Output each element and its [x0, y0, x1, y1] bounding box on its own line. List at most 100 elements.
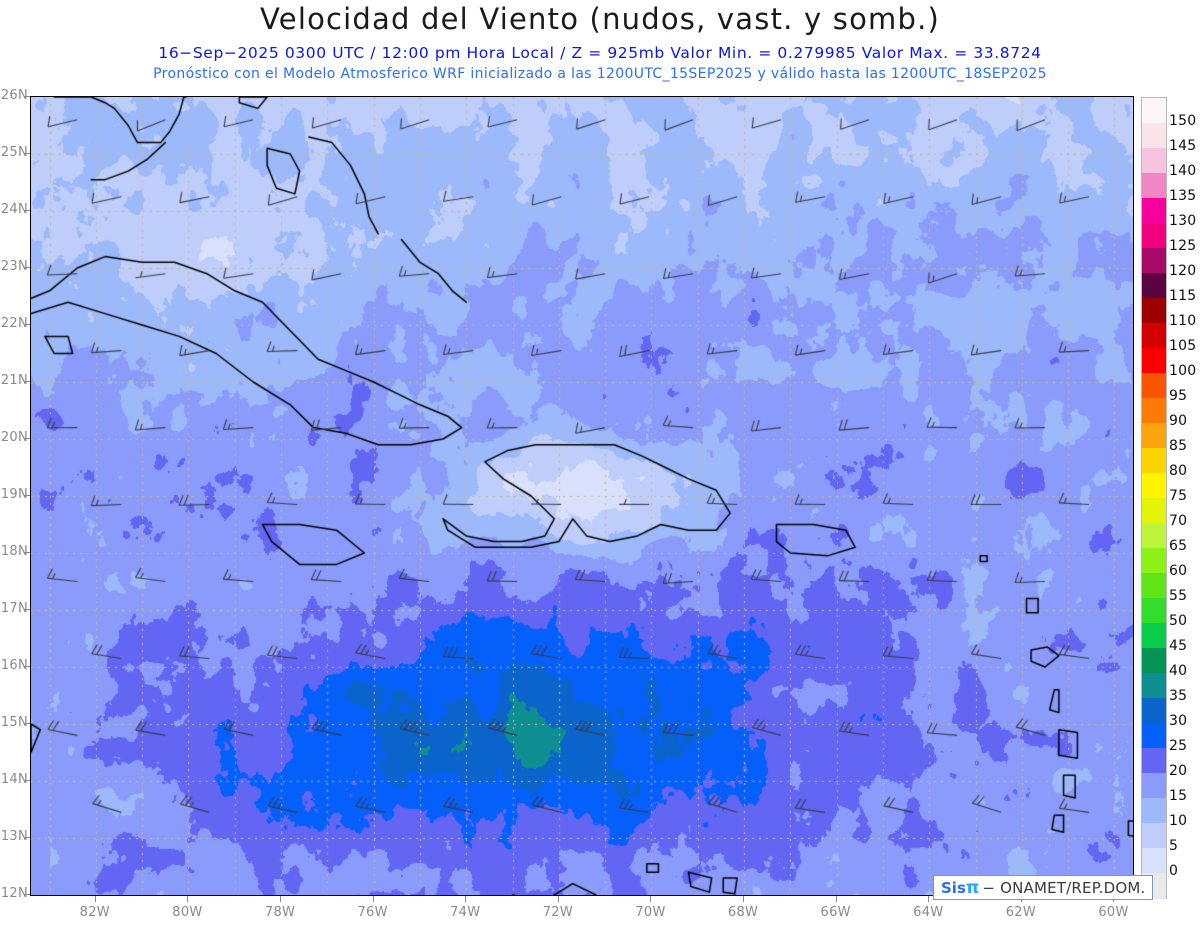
lat-tick-text: 13N	[0, 829, 28, 844]
colorbar-band	[1142, 698, 1166, 724]
colorbar-tick-label: 120	[1169, 263, 1197, 279]
colorbar-tick-label: 85	[1169, 438, 1188, 454]
lon-tick-mark	[187, 896, 189, 902]
lat-tick-text: 20N	[0, 430, 28, 445]
lon-tick-label: 72W	[542, 905, 573, 920]
colorbar-tick-label: 145	[1169, 138, 1197, 154]
lat-tick-text: 17N	[0, 601, 28, 616]
lon-tick-label: 60W	[1098, 905, 1129, 920]
subtitle-model-info: Pronóstico con el Modelo Atmosferico WRF…	[153, 66, 1047, 82]
lat-tick-text: 21N	[0, 373, 28, 388]
lat-tick-mark	[24, 381, 30, 382]
colorbar-tick-label: 100	[1169, 363, 1197, 379]
colorbar-tick-label: 140	[1169, 163, 1197, 179]
colorbar-band	[1142, 748, 1166, 774]
lon-tick-mark	[280, 896, 282, 902]
colorbar-band	[1142, 423, 1166, 449]
colorbar-tick-label: 115	[1169, 288, 1197, 304]
lat-tick-mark	[24, 723, 30, 724]
colorbar-band	[1142, 723, 1166, 749]
subtitle-valid-time: 16−Sep−2025 0300 UTC / 12:00 pm Hora Loc…	[158, 44, 1042, 62]
lon-tick-mark	[372, 896, 374, 902]
colorbar-tick-label: 40	[1169, 663, 1188, 679]
colorbar[interactable]	[1141, 97, 1167, 899]
colorbar-band	[1142, 373, 1166, 399]
lat-tick-mark	[24, 324, 30, 325]
colorbar-tick-label: 15	[1169, 788, 1188, 804]
colorbar-tick-label: 60	[1169, 563, 1188, 579]
lat-tick-text: 25N	[0, 145, 28, 160]
lat-tick-text: 14N	[0, 772, 28, 787]
lon-tick-mark	[465, 896, 467, 902]
lat-tick-text: 12N	[0, 886, 28, 901]
colorbar-tick-label: 95	[1169, 388, 1188, 404]
colorbar-band	[1142, 173, 1166, 199]
colorbar-band	[1142, 473, 1166, 499]
colorbar-band	[1142, 548, 1166, 574]
lon-tick-mark	[928, 896, 930, 902]
colorbar-tick-label: 80	[1169, 463, 1188, 479]
colorbar-band	[1142, 223, 1166, 249]
colorbar-band	[1142, 823, 1166, 849]
lon-tick-label: 66W	[820, 905, 851, 920]
colorbar-band	[1142, 248, 1166, 274]
colorbar-tick-label: 135	[1169, 188, 1197, 204]
colorbar-band	[1142, 573, 1166, 599]
colorbar-tick-label: 55	[1169, 588, 1188, 604]
colorbar-band	[1142, 498, 1166, 524]
credit-agency-text: − ONAMET/REP.DOM.	[982, 878, 1146, 897]
lat-tick-mark	[24, 552, 30, 553]
colorbar-band	[1142, 648, 1166, 674]
colorbar-band	[1142, 623, 1166, 649]
lat-tick-mark	[24, 666, 30, 667]
map-plot-area[interactable]	[30, 96, 1134, 896]
sis-logo-text: Sis	[941, 878, 966, 897]
colorbar-band	[1142, 198, 1166, 224]
colorbar-tick-label: 0	[1169, 863, 1179, 879]
lon-tick-label: 76W	[357, 905, 388, 920]
lon-tick-label: 62W	[1005, 905, 1037, 920]
pi-logo-icon: π	[965, 877, 980, 898]
colorbar-band	[1142, 523, 1166, 549]
colorbar-tick-label: 75	[1169, 488, 1188, 504]
colorbar-tick-label: 130	[1169, 213, 1197, 229]
lon-tick-mark	[94, 896, 96, 902]
lat-tick-mark	[24, 96, 30, 97]
colorbar-tick-label: 110	[1169, 313, 1197, 329]
lon-tick-mark	[835, 896, 837, 902]
lat-tick-mark	[24, 210, 30, 211]
colorbar-tick-label: 10	[1169, 813, 1188, 829]
header-block: Velocidad del Viento (nudos, vast. y som…	[0, 0, 1200, 90]
credit-badge: Sis π − ONAMET/REP.DOM.	[933, 875, 1154, 900]
colorbar-band	[1142, 398, 1166, 424]
colorbar-band	[1142, 323, 1166, 349]
colorbar-tick-label: 35	[1169, 688, 1188, 704]
colorbar-band	[1142, 598, 1166, 624]
colorbar-tick-label: 125	[1169, 238, 1197, 254]
colorbar-tick-label: 30	[1169, 713, 1188, 729]
page-title: Velocidad del Viento (nudos, vast. y som…	[259, 2, 940, 36]
colorbar-band	[1142, 298, 1166, 324]
wind-speed-raster	[31, 97, 1133, 895]
colorbar-band	[1142, 123, 1166, 149]
lat-tick-text: 16N	[0, 658, 28, 673]
colorbar-tick-label: 90	[1169, 413, 1188, 429]
lon-tick-label: 74W	[450, 905, 481, 920]
lon-tick-label: 80W	[172, 905, 203, 920]
lat-tick-mark	[24, 780, 30, 781]
colorbar-tick-label: 50	[1169, 613, 1188, 629]
lat-tick-mark	[24, 837, 30, 838]
lat-tick-mark	[24, 438, 30, 439]
lat-tick-text: 22N	[0, 316, 28, 331]
lat-tick-text: 26N	[0, 88, 28, 103]
lon-tick-label: 70W	[635, 905, 666, 920]
lon-tick-label: 78W	[264, 905, 296, 920]
lat-tick-mark	[24, 495, 30, 496]
lon-tick-mark	[650, 896, 652, 902]
colorbar-band	[1142, 148, 1166, 174]
lon-tick-mark	[743, 896, 745, 902]
lon-tick-label: 82W	[79, 905, 110, 920]
colorbar-tick-label: 25	[1169, 738, 1188, 754]
colorbar-band	[1142, 273, 1166, 299]
colorbar-tick-label: 70	[1169, 513, 1188, 529]
